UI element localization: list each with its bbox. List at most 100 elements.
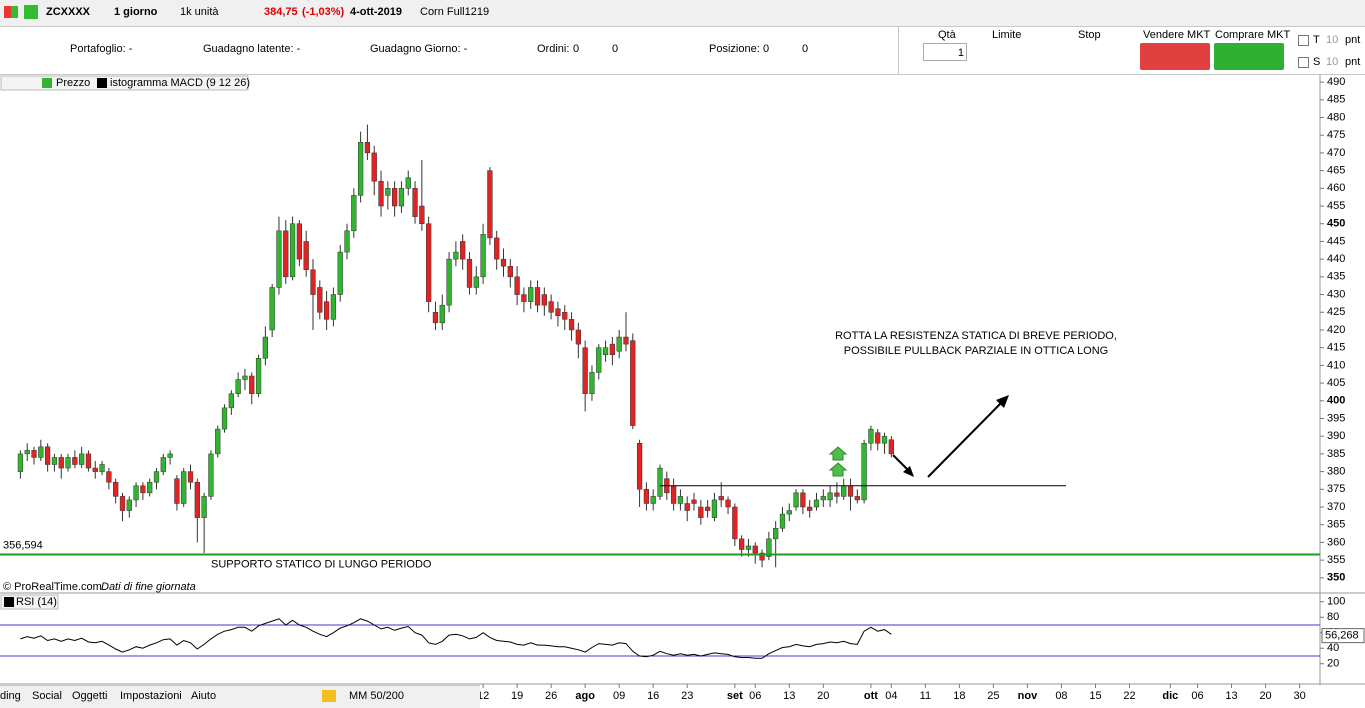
x-tick-label: nov bbox=[1018, 690, 1038, 702]
legend-label: RSI (14) bbox=[16, 596, 57, 608]
candle-body bbox=[31, 450, 37, 458]
candle-body bbox=[289, 223, 296, 278]
x-tick-label: 09 bbox=[613, 690, 625, 702]
y-tick-label: 380 bbox=[1327, 466, 1345, 478]
candle-body bbox=[711, 499, 718, 518]
candle-body bbox=[432, 312, 439, 324]
instrument: Corn Full1219 bbox=[420, 6, 490, 18]
candle-body bbox=[868, 428, 874, 444]
checkbox[interactable] bbox=[1298, 35, 1309, 46]
candle-body bbox=[813, 499, 820, 508]
menu-item[interactable]: Aiuto bbox=[191, 690, 217, 702]
candle-body bbox=[153, 471, 160, 483]
s-value[interactable]: 10 bbox=[1326, 56, 1339, 68]
y-tick-label: 350 bbox=[1327, 572, 1345, 584]
candle-body bbox=[357, 142, 364, 196]
candle-body bbox=[194, 481, 200, 518]
rsi-line bbox=[20, 618, 892, 659]
orders-count: 0 bbox=[573, 43, 580, 55]
x-tick-label: ago bbox=[575, 690, 595, 702]
qty-label: Qtà bbox=[938, 29, 956, 41]
period[interactable]: 1 giorno bbox=[114, 6, 158, 18]
x-tick-label: 26 bbox=[545, 690, 557, 702]
y-tick-label: 445 bbox=[1327, 235, 1345, 247]
position-count: 0 bbox=[802, 43, 809, 55]
up-arrow bbox=[828, 446, 848, 461]
candle-body bbox=[330, 294, 337, 320]
candle-body bbox=[779, 513, 786, 529]
qty-input[interactable]: 1 bbox=[923, 43, 967, 61]
candle-body bbox=[718, 496, 724, 501]
x-tick-label: 12 bbox=[477, 690, 489, 702]
candle-body bbox=[303, 241, 309, 271]
symbol[interactable]: ZCXXXX bbox=[46, 6, 91, 18]
menu-item[interactable]: Social bbox=[32, 690, 62, 702]
stop-label: Stop bbox=[1078, 29, 1101, 41]
icon[interactable] bbox=[24, 5, 38, 19]
candle-body bbox=[310, 269, 316, 295]
x-tick-label: 30 bbox=[1293, 690, 1305, 702]
candle-body bbox=[351, 195, 357, 232]
support-note: SUPPORTO STATICO DI LUNGO PERIODO bbox=[211, 558, 432, 570]
candle-body bbox=[378, 180, 384, 207]
y-tick-label: 370 bbox=[1327, 501, 1345, 513]
x-tick-label: 25 bbox=[987, 690, 999, 702]
y-tick-label: 385 bbox=[1327, 448, 1345, 460]
menu-item[interactable]: Oggetti bbox=[72, 690, 108, 702]
candle-body bbox=[269, 287, 275, 331]
daily-gain: Guadagno Giorno: - bbox=[370, 43, 468, 55]
candle-body bbox=[507, 265, 513, 278]
candle-body bbox=[446, 258, 452, 306]
y-tick-label: 100 bbox=[1327, 596, 1345, 608]
candle-body bbox=[528, 287, 534, 302]
x-tick-label: 18 bbox=[953, 690, 965, 702]
menu-item[interactable]: MM 50/200 bbox=[349, 690, 405, 702]
menu-item[interactable]: ding bbox=[0, 690, 21, 702]
candle-body bbox=[759, 552, 765, 561]
candle-body bbox=[133, 485, 139, 501]
candle-body bbox=[439, 304, 445, 324]
candle-body bbox=[17, 453, 24, 472]
menu-item[interactable]: Impostazioni bbox=[120, 690, 182, 702]
x-tick-label: 04 bbox=[885, 690, 897, 702]
units[interactable]: 1k unità bbox=[180, 6, 219, 18]
t-value[interactable]: 10 bbox=[1326, 34, 1339, 46]
arrow-head bbox=[996, 395, 1009, 408]
candle-body bbox=[140, 485, 146, 494]
t-unit: pnt bbox=[1345, 34, 1361, 46]
candle-body bbox=[514, 276, 520, 295]
candle-body bbox=[834, 492, 840, 497]
candle-body bbox=[881, 435, 888, 444]
last-value-label: 56,268 bbox=[1325, 630, 1359, 642]
candle-body bbox=[92, 467, 98, 472]
legend-swatch bbox=[97, 78, 107, 88]
candle-body bbox=[255, 358, 262, 394]
legend-swatch bbox=[4, 597, 14, 607]
candle-body bbox=[643, 489, 650, 504]
y-tick-label: 430 bbox=[1327, 288, 1345, 300]
checkbox[interactable] bbox=[1298, 57, 1309, 68]
buy-button[interactable] bbox=[1214, 43, 1284, 70]
resistance-note: POSSIBILE PULLBACK PARZIALE IN OTTICA LO… bbox=[844, 345, 1109, 357]
candle-body bbox=[262, 336, 268, 359]
account-bar: Portafoglio: - Guadagno latente: - Guada… bbox=[0, 27, 1365, 75]
candle-body bbox=[283, 230, 289, 278]
sell-button[interactable] bbox=[1140, 43, 1210, 70]
x-tick-label: 06 bbox=[1191, 690, 1203, 702]
portfolio: Portafoglio: - bbox=[70, 43, 133, 55]
s-label: S bbox=[1313, 56, 1321, 68]
source: © ProRealTime.com bbox=[3, 581, 102, 593]
candle-body bbox=[38, 446, 44, 458]
candle-body bbox=[181, 471, 187, 504]
candle-body bbox=[296, 223, 303, 260]
candle-body bbox=[174, 478, 180, 504]
candle-body bbox=[609, 343, 616, 355]
chart-icon[interactable] bbox=[4, 6, 18, 18]
candle-body bbox=[752, 545, 758, 554]
arrow bbox=[927, 399, 1005, 478]
x-tick-label: 15 bbox=[1089, 690, 1101, 702]
up-arrow bbox=[828, 462, 848, 477]
flag-icon[interactable] bbox=[322, 690, 336, 702]
x-tick-label: 19 bbox=[511, 690, 523, 702]
